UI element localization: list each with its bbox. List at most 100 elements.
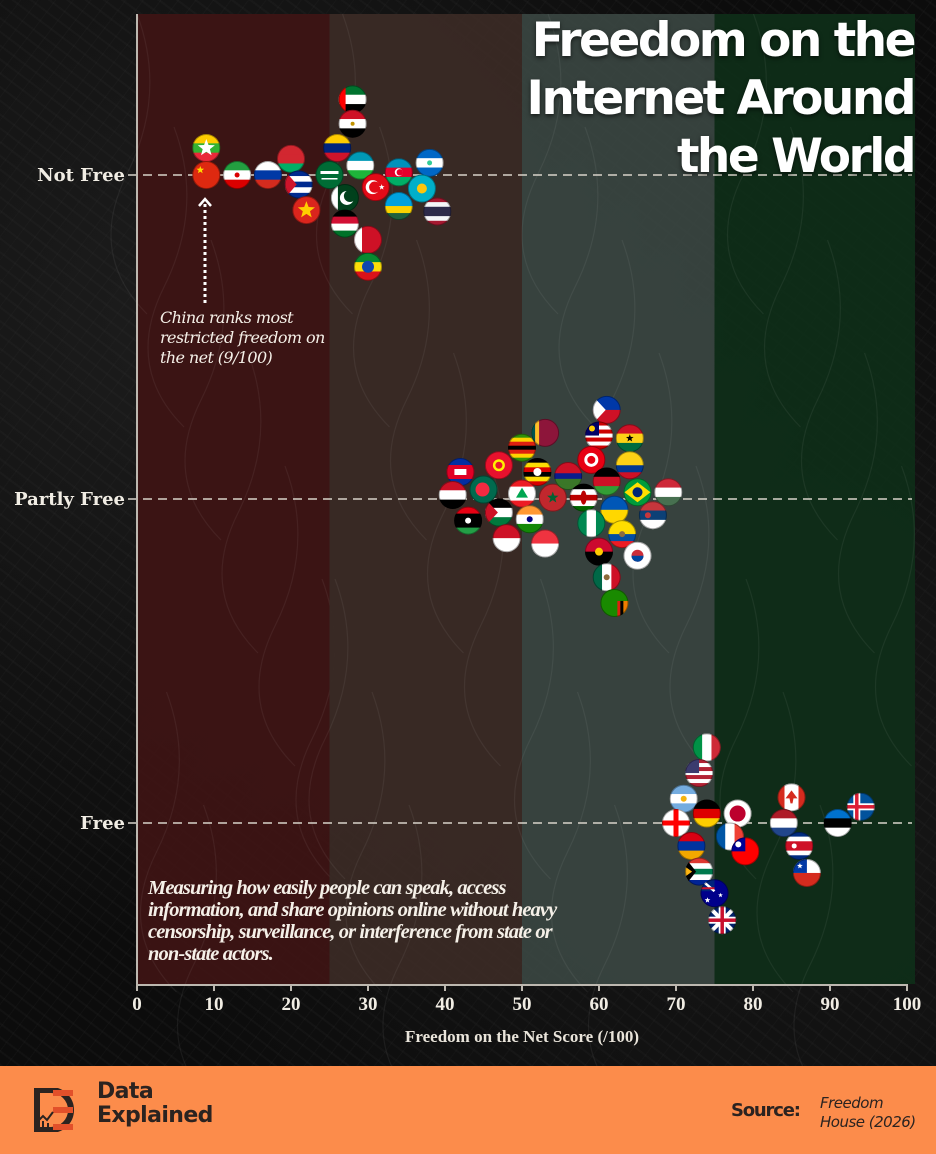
flag-stripe [223, 179, 252, 189]
flag-point-colombia[interactable]: Colombia (64) [615, 451, 644, 480]
flag-point-brazil[interactable]: Brazil (65) [623, 478, 652, 507]
flag-stripe [785, 850, 814, 856]
flag-point-egypt[interactable]: Egypt (28) [338, 109, 367, 139]
flag-point-vietnam[interactable]: Vietnam (22) [292, 196, 321, 225]
flag-point-ecuador[interactable]: Ecuador (63) [608, 520, 637, 549]
flag-point-cuba[interactable]: Cuba (21) [284, 170, 313, 199]
flag-outline [338, 109, 367, 138]
flag-emblem [350, 121, 355, 126]
flag-stripe [685, 880, 714, 886]
flag-point-mexico[interactable]: Mexico (61) [592, 563, 621, 592]
flag-point-zambia[interactable]: Zambia (62) [600, 588, 629, 617]
flag-stripe [346, 170, 375, 180]
flag-emblem [234, 172, 240, 178]
flag-emblem [362, 260, 374, 273]
flag-point-hungary[interactable]: Hungary (69) [654, 478, 683, 507]
flag-outline [654, 478, 683, 507]
flag-stripe [446, 465, 475, 473]
flag-stripe [423, 197, 452, 203]
flag-point-taiwan[interactable]: Taiwan (79) [731, 837, 760, 866]
flag-point-armenia[interactable]: Armenia (72) [677, 831, 706, 860]
flag-stripe [446, 458, 475, 466]
flag-outline [785, 831, 814, 860]
flag-point-pakistan[interactable]: Pakistan (27) [330, 183, 359, 212]
flag-point-kazakhstan[interactable]: Kazakhstan (37) [407, 174, 436, 203]
flag-point-iraq[interactable]: Iraq (41) [438, 480, 467, 510]
flag-point-jordan[interactable]: Jordan (47) [484, 498, 513, 528]
flag-point-iceland[interactable]: Iceland (94) [846, 792, 875, 821]
flag-stripe [595, 509, 606, 538]
flag-point-costarica[interactable]: Costa Rica (86) [785, 831, 814, 861]
flag-point-nigeria[interactable]: Nigeria (59) [577, 509, 606, 538]
flag-point-canada[interactable]: Canada (85) [777, 783, 807, 812]
flag-point-zimbabwe[interactable]: Zimbabwe (50) [508, 433, 536, 463]
flag-point-netherlands[interactable]: Netherlands (84) [769, 809, 798, 838]
flag-star [547, 491, 559, 503]
flag-point-ethiopia[interactable]: Ethiopia (30) [354, 252, 382, 282]
flag-stripe [384, 199, 413, 207]
flag-stripe [554, 467, 583, 474]
flag-point-uganda[interactable]: Uganda (52) [523, 458, 552, 487]
flag-outline [569, 483, 598, 512]
flag-point-bahrain[interactable]: Bahrain (30) [354, 225, 382, 254]
flag-point-rwanda[interactable]: Rwanda (34) [384, 192, 413, 221]
flag-point-gambia[interactable]: The Gambia (56) [554, 462, 583, 491]
flag-point-singapore[interactable]: Singapore (53) [531, 529, 560, 559]
flag-point-nicaragua[interactable]: Nicaragua (38) [415, 148, 444, 177]
flag-point-germany[interactable]: Germany (74) [692, 799, 721, 829]
flag-stripe [354, 252, 382, 263]
flag-star [197, 139, 215, 156]
flag-point-angola[interactable]: Angola (60) [585, 537, 613, 567]
flag-point-indonesia[interactable]: Indonesia (48) [492, 524, 521, 553]
flag-point-saudi[interactable]: Saudi Arabia (25) [315, 161, 344, 189]
flag-point-usa[interactable]: United States (73) [685, 759, 714, 788]
flag-stripe [685, 779, 714, 784]
flag-point-turkey[interactable]: Turkey (31) [361, 173, 390, 202]
flag-stripe [623, 600, 629, 617]
flag-point-venezuela[interactable]: Venezuela (26) [323, 134, 352, 163]
flag-point-iran[interactable]: Iran (13) [223, 161, 252, 190]
flag-point-uk[interactable]: United Kingdom (76) [708, 906, 737, 935]
flag-point-bangladesh[interactable]: Bangladesh (45) [469, 475, 498, 504]
flag-point-cambodia[interactable]: Cambodia (42) [446, 458, 475, 487]
flag-point-estonia[interactable]: Estonia (91) [823, 809, 852, 838]
flag-point-kyrgyzstan[interactable]: Kyrgyzstan (47) [484, 451, 513, 480]
flag-point-philippines[interactable]: Philippines (61) [592, 395, 621, 425]
flag-emblem [603, 574, 610, 581]
flag-point-southafrica[interactable]: South Africa (73) [685, 857, 714, 887]
flag-point-malawi[interactable]: Malawi (61) [592, 467, 621, 496]
flag-point-india[interactable]: India (51) [515, 505, 544, 534]
flag-point-ghana[interactable]: Ghana (64) [615, 424, 644, 453]
flag-point-georgia[interactable]: Georgia (70) [662, 809, 690, 837]
flag-point-kenya[interactable]: Kenya (58) [569, 483, 598, 512]
flag-stripe [617, 600, 621, 617]
flag-point-france[interactable]: France (77) [715, 822, 744, 851]
flag-point-myanmar[interactable]: Myanmar (9) [192, 134, 221, 163]
flag-point-serbia[interactable]: Serbia (67) [638, 501, 667, 530]
flag-stripe [330, 209, 359, 218]
flag-point-sudan[interactable]: Sudan (27) [330, 209, 359, 239]
flag-point-libya[interactable]: Libya (43) [454, 506, 483, 535]
flag-point-italy[interactable]: Italy (74) [692, 733, 722, 762]
flag-point-belarus[interactable]: Belarus (20) [277, 144, 305, 173]
flag-stripe [585, 445, 613, 450]
flag-stripe [734, 822, 744, 851]
flag-emblem [680, 795, 687, 802]
flag-point-thailand[interactable]: Thailand (39) [423, 197, 452, 226]
band-texture [176, 804, 217, 1066]
flag-point-srilanka[interactable]: Sri Lanka (53) [531, 418, 560, 447]
flag-point-southkorea[interactable]: South Korea (65) [623, 541, 652, 570]
flag-point-uzbekistan[interactable]: Uzbekistan (29) [346, 151, 375, 180]
flag-stripe [685, 868, 714, 875]
flag-stripe [508, 453, 536, 459]
flag-point-azerbaijan[interactable]: Azerbaijan (34) [384, 158, 413, 187]
x-tick-label: 80 [744, 994, 763, 1015]
band-texture [345, 691, 386, 993]
flag-point-russia[interactable]: Russia (17) [253, 161, 282, 190]
flag-point-china[interactable]: China (9) [192, 161, 221, 189]
flag-stripe [454, 513, 483, 522]
flag-point-uae[interactable]: United Arab Emirates (28) [338, 85, 367, 114]
band-texture [513, 578, 554, 880]
flag-point-lebanon[interactable]: Lebanon (50) [508, 479, 536, 509]
flag-point-argentina[interactable]: Argentina (71) [669, 784, 698, 813]
